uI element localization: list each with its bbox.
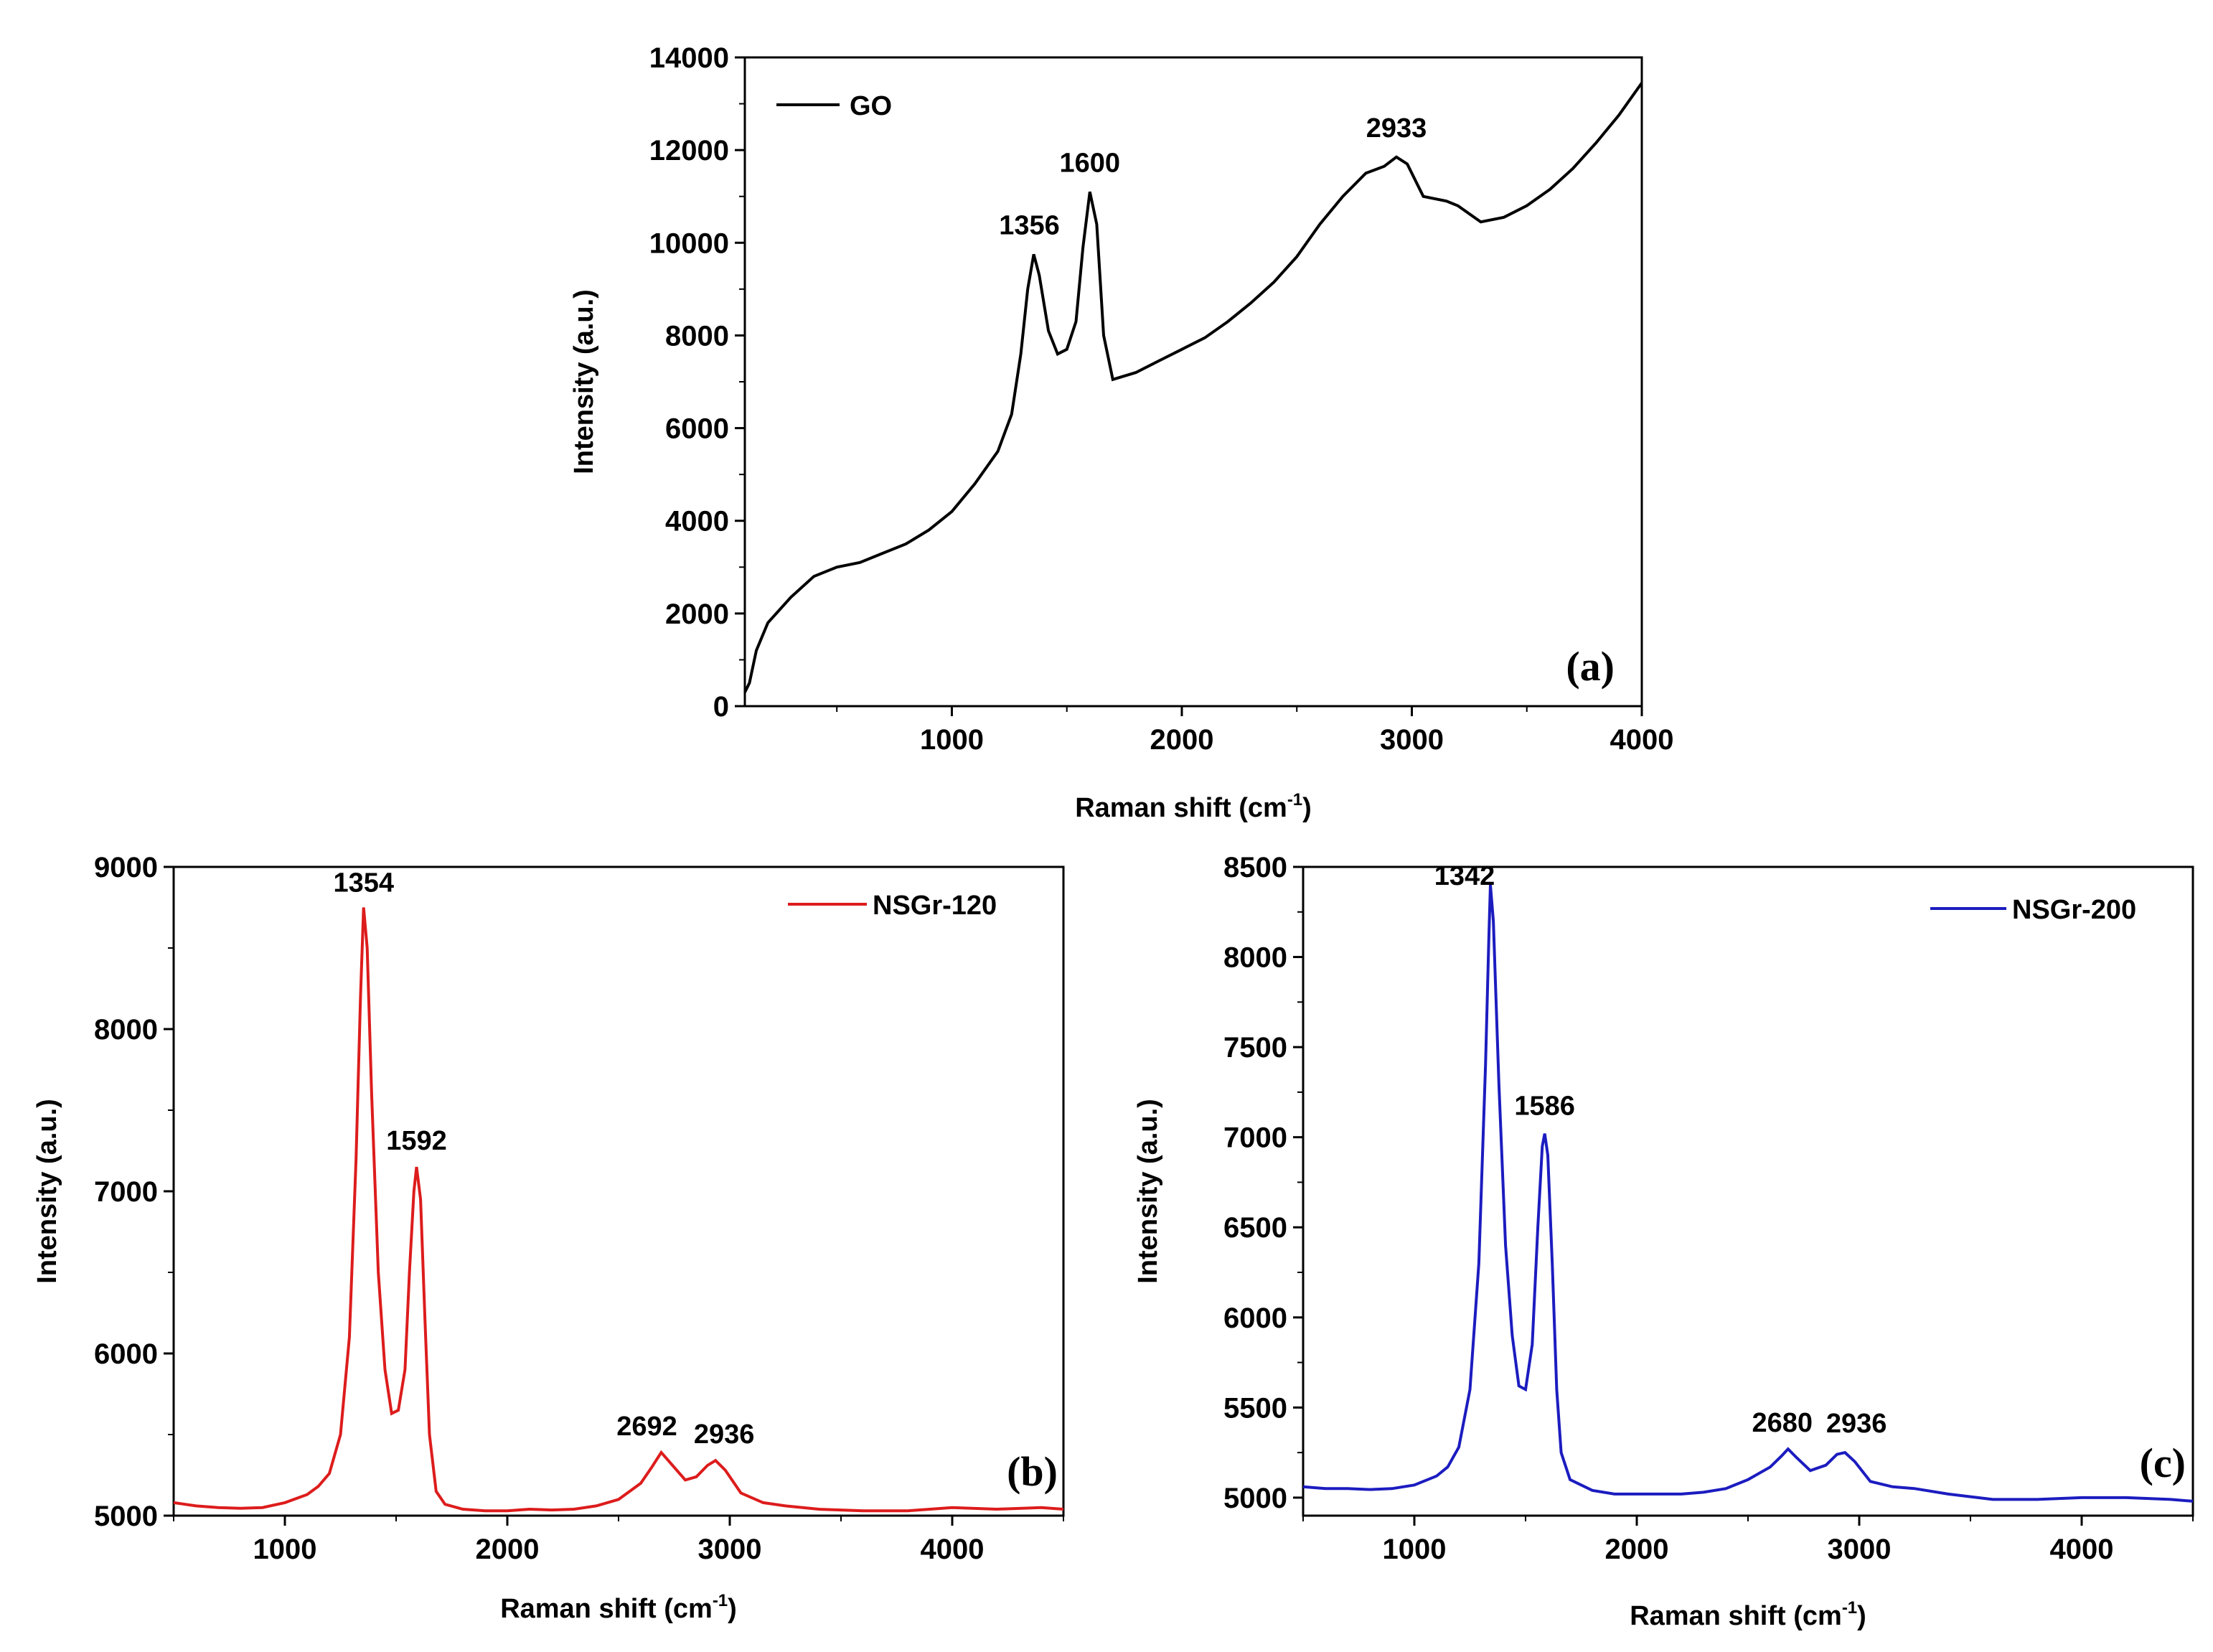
x-tick-label-b-1000: 1000: [253, 1534, 317, 1565]
panel-label-c: (c): [2140, 1440, 2186, 1486]
y-tick-label-a-2000: 2000: [665, 599, 729, 630]
peak-label-b-1354: 1354: [333, 868, 394, 898]
peak-labels-c: 1342 1586 2680 2936: [1434, 861, 1887, 1439]
series-line-nsgr-200: [1302, 884, 2194, 1503]
x-axis-title-sup-b: -1: [713, 1591, 728, 1610]
y-axis-title-a: Intensity (a.u.): [569, 289, 599, 474]
peak-label-c-1342: 1342: [1434, 861, 1495, 891]
x-axis-a: 1000 2000 3000 4000: [836, 706, 1674, 756]
y-axis-title-b: Intensity (a.u.): [32, 1099, 62, 1284]
panel-label-a: (a): [1566, 643, 1615, 690]
x-tick-label-c-3000: 3000: [1828, 1534, 1892, 1565]
x-axis-title-end-a: ): [1302, 793, 1312, 823]
legend-label-nsgr-120: NSGr-120: [873, 891, 997, 921]
chart-panel-a: 0 2000 4000 6000 8000 10000 12000 14000 1000 200…: [569, 42, 1673, 823]
peak-labels-a: 1356 1600 2933: [999, 113, 1427, 241]
y-tick-label-a-0: 0: [713, 691, 729, 723]
peak-label-c-2936: 2936: [1826, 1409, 1887, 1439]
y-tick-label-a-6000: 6000: [665, 413, 729, 445]
y-tick-label-a-4000: 4000: [665, 506, 729, 538]
x-tick-label-a-1000: 1000: [920, 724, 984, 756]
plot-frame-a: [743, 56, 1643, 708]
x-axis-title-a: Raman shift (cm-1): [1075, 790, 1312, 823]
x-axis-b: 1000 2000 3000 4000: [173, 1516, 1064, 1565]
chart-panel-b: 5000 6000 7000 8000 9000 1000 2000 3000 4000 NS…: [32, 852, 1065, 1624]
y-tick-label-c-8500: 8500: [1223, 852, 1287, 883]
x-tick-label-a-4000: 4000: [1610, 724, 1674, 756]
x-axis-title-text-a: Raman shift (cm: [1075, 793, 1287, 823]
x-axis-title-end-c: ): [1857, 1601, 1866, 1631]
plot-frame-c: [1302, 865, 2194, 1517]
y-tick-label-b-5000: 5000: [94, 1501, 158, 1532]
y-tick-label-a-10000: 10000: [649, 227, 729, 259]
legend-label-go: GO: [850, 91, 892, 121]
x-axis-title-text-c: Raman shift (cm: [1630, 1601, 1842, 1631]
peak-label-c-2680: 2680: [1752, 1408, 1813, 1438]
peak-label-a-1356: 1356: [999, 210, 1060, 240]
x-tick-label-a-3000: 3000: [1380, 724, 1444, 756]
y-tick-label-a-8000: 8000: [665, 320, 729, 352]
x-axis-title-end-b: ): [728, 1594, 737, 1624]
panel-label-b: (b): [1007, 1448, 1058, 1495]
x-axis-title-b: Raman shift (cm-1): [500, 1591, 737, 1624]
x-axis-title-c: Raman shift (cm-1): [1630, 1598, 1866, 1631]
x-axis-title-sup-a: -1: [1287, 790, 1302, 809]
y-tick-label-c-6000: 6000: [1223, 1303, 1287, 1334]
x-tick-label-c-4000: 4000: [2050, 1534, 2114, 1565]
legend-b: NSGr-120: [788, 891, 997, 921]
series-line-go: [743, 82, 1643, 693]
y-axis-c: 5000 5500 6000 6500 7000 7500 8000 8500: [1223, 852, 1303, 1514]
y-tick-label-c-5500: 5500: [1223, 1392, 1287, 1424]
legend-a: GO: [776, 91, 892, 121]
y-tick-label-b-8000: 8000: [94, 1014, 158, 1046]
peak-label-c-1586: 1586: [1514, 1092, 1575, 1122]
y-tick-label-c-8000: 8000: [1223, 942, 1287, 974]
peak-label-b-1592: 1592: [386, 1126, 447, 1156]
y-tick-label-b-6000: 6000: [94, 1338, 158, 1370]
y-tick-label-c-7000: 7000: [1223, 1122, 1287, 1154]
y-tick-label-a-14000: 14000: [649, 42, 729, 74]
peak-label-a-1600: 1600: [1059, 148, 1120, 178]
series-line-nsgr-120: [173, 907, 1064, 1513]
y-tick-label-b-9000: 9000: [94, 852, 158, 883]
y-tick-label-c-6500: 6500: [1223, 1212, 1287, 1244]
peak-label-b-2936: 2936: [694, 1419, 755, 1450]
x-tick-label-b-2000: 2000: [476, 1534, 540, 1565]
y-tick-label-b-7000: 7000: [94, 1176, 158, 1208]
peak-labels-b: 1354 1592 2692 2936: [333, 868, 754, 1450]
x-axis-title-sup-c: -1: [1842, 1598, 1857, 1618]
peak-label-a-2933: 2933: [1366, 113, 1427, 144]
x-axis-c: 1000 2000 3000 4000: [1302, 1516, 2194, 1565]
y-axis-b: 5000 6000 7000 8000 9000: [94, 852, 174, 1532]
y-tick-label-c-5000: 5000: [1223, 1483, 1287, 1514]
y-axis-a: 0 2000 4000 6000 8000 10000 12000 14000: [649, 42, 745, 723]
legend-label-nsgr-200: NSGr-200: [2012, 895, 2136, 925]
y-axis-title-c: Intensity (a.u.): [1133, 1099, 1163, 1284]
x-tick-label-c-2000: 2000: [1605, 1534, 1669, 1565]
y-tick-label-a-12000: 12000: [649, 135, 729, 166]
x-axis-title-text-b: Raman shift (cm: [500, 1594, 713, 1624]
legend-c: NSGr-200: [1930, 895, 2136, 925]
x-tick-label-a-2000: 2000: [1150, 724, 1213, 756]
peak-label-b-2692: 2692: [616, 1412, 677, 1442]
chart-panel-c: 5000 5500 6000 6500 7000 7500 8000 8500 1000 200…: [1133, 852, 2194, 1631]
x-tick-label-b-3000: 3000: [698, 1534, 762, 1565]
y-tick-label-c-7500: 7500: [1223, 1032, 1287, 1064]
x-tick-label-c-1000: 1000: [1383, 1534, 1447, 1565]
x-tick-label-b-4000: 4000: [921, 1534, 985, 1565]
